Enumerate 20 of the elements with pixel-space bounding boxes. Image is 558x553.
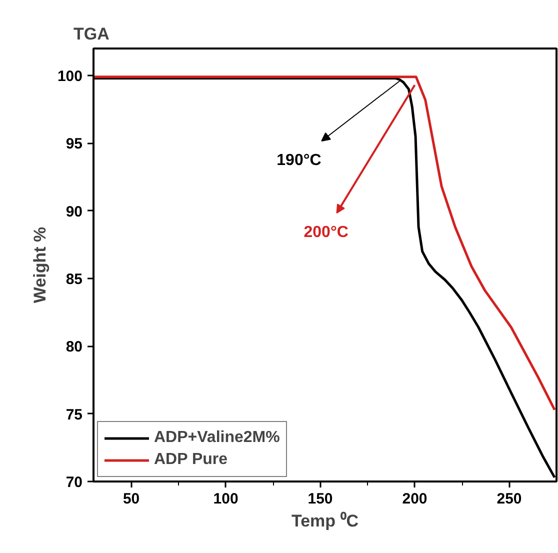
annotation: 190°C (276, 152, 322, 169)
x-tick-label: 100 (213, 490, 238, 508)
legend-label: ADP+Valine2M% (154, 429, 280, 447)
chart-title: TGA (74, 24, 110, 44)
line-series (94, 76, 556, 412)
y-tick-label: 75 (66, 406, 83, 424)
y-tick-label: 100 (57, 68, 83, 86)
y-tick-label: 70 (66, 474, 83, 491)
y-tick-label: 80 (66, 338, 83, 356)
annotation: 200°C (304, 224, 349, 242)
x-tick-label: 200 (402, 490, 428, 508)
x-tick-label: 50 (122, 490, 140, 508)
x-tick-label: 150 (308, 490, 333, 508)
y-tick-label: 90 (66, 203, 83, 220)
y-tick-label: 95 (66, 136, 83, 153)
x-tick-label: 250 (496, 490, 522, 508)
y-axis-title: Weight % (30, 226, 50, 304)
y-tick-label: 85 (66, 271, 83, 288)
x-axis-title: Temp ⁰C (291, 512, 359, 530)
legend-label: ADP Pure (154, 451, 228, 469)
